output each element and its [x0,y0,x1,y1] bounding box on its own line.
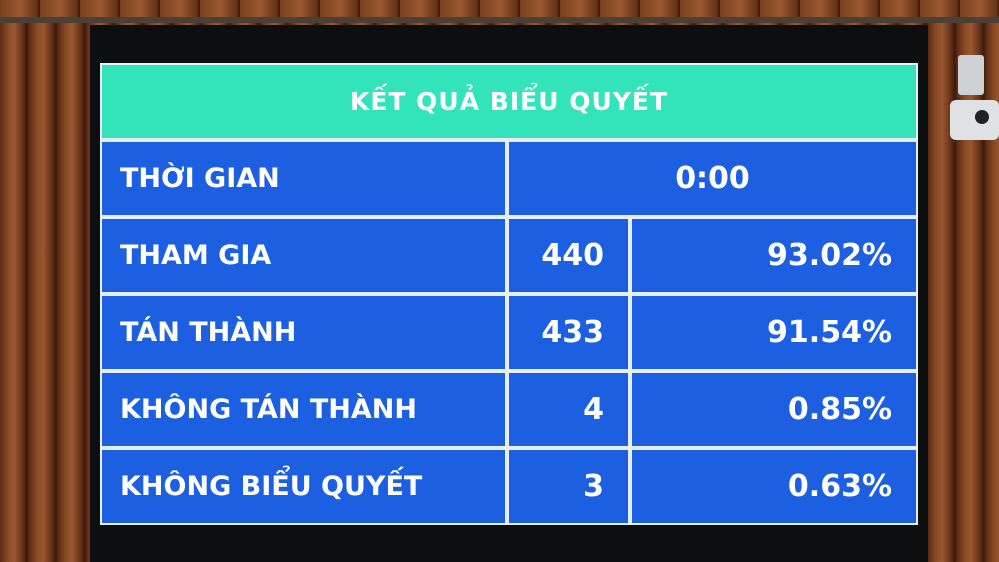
row-label: TÁN THÀNH [102,296,505,369]
row-count: 4 [509,373,628,446]
row-percent: 0.63% [632,450,916,523]
row-count: 3 [509,450,628,523]
time-value: 0:00 [509,142,916,215]
time-label: THỜI GIAN [102,142,505,215]
row-percent: 93.02% [632,219,916,292]
row-count: 440 [509,219,628,292]
table-title: KẾT QUẢ BIỂU QUYẾT [102,65,916,138]
row-label: KHÔNG TÁN THÀNH [102,373,505,446]
row-percent: 91.54% [632,296,916,369]
row-percent: 0.85% [632,373,916,446]
metal-rail [0,17,999,23]
row-count: 433 [509,296,628,369]
row-label: THAM GIA [102,219,505,292]
row-label: KHÔNG BIỂU QUYẾT [102,450,505,523]
camera-icon [950,55,999,145]
wood-rail [0,0,999,20]
vote-results-table: KẾT QUẢ BIỂU QUYẾT THỜI GIAN 0:00 THAM G… [100,63,918,525]
